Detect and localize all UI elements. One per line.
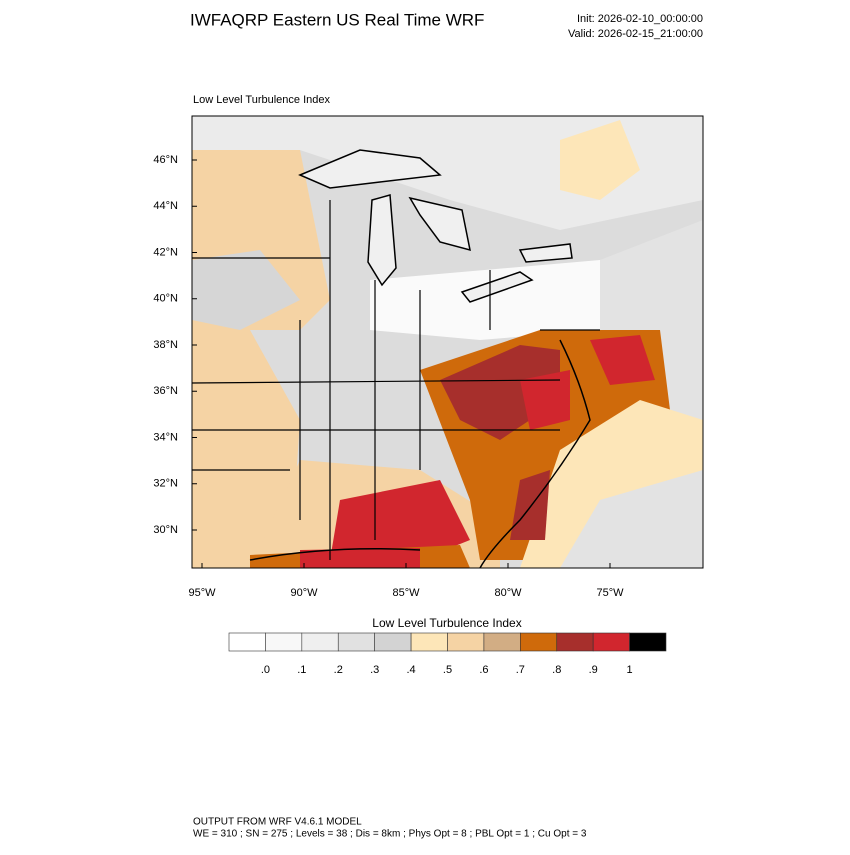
lat-label: 46°N: [153, 154, 178, 166]
lat-label: 38°N: [153, 339, 178, 351]
colorbar-label: .9: [589, 664, 598, 676]
footer-line: OUTPUT FROM WRF V4.6.1 MODEL: [193, 817, 362, 828]
lat-label: 42°N: [153, 246, 178, 258]
colorbar-label: .5: [443, 664, 452, 676]
lat-label: 36°N: [153, 385, 178, 397]
init-time: Init: 2026-02-10_00:00:00: [577, 13, 703, 25]
color-box: [228, 632, 266, 652]
lat-label: 32°N: [153, 478, 178, 490]
color-box: [265, 632, 303, 652]
color-box: [374, 632, 412, 652]
map-frame: [191, 115, 704, 569]
lon-label: 85°W: [392, 587, 420, 599]
color-box: [629, 632, 667, 652]
map: [192, 116, 703, 568]
color-box: [520, 632, 558, 652]
colorbar-label: .8: [552, 664, 561, 676]
lon-label: 90°W: [290, 587, 318, 599]
colorbar-label: .7: [516, 664, 525, 676]
colorbar: .0 .1 .2 .3 .4 .5 .6 .7 .8 .9 1: [228, 632, 667, 676]
color-box: [447, 632, 485, 652]
valid-time: Valid: 2026-02-15_21:00:00: [568, 28, 703, 40]
colorbar-title: Low Level Turbulence Index: [372, 616, 521, 630]
axis-ticks: 46°N 44°N 42°N 40°N 38°N 36°N 34°N 32°N 30°N 95°W…: [153, 154, 624, 599]
color-box: [592, 632, 630, 652]
colorbar-label: .0: [261, 664, 270, 676]
lat-label: 34°N: [153, 431, 178, 443]
color-box: [483, 632, 521, 652]
lat-label: 30°N: [153, 524, 178, 536]
lon-label: 75°W: [596, 587, 624, 599]
colorbar-label: .3: [370, 664, 379, 676]
colorbar-label: .1: [297, 664, 306, 676]
lon-label: 95°W: [188, 587, 216, 599]
color-box: [337, 632, 375, 652]
colorbar-label: .6: [479, 664, 488, 676]
lat-label: 44°N: [153, 200, 178, 212]
colorbar-label: .4: [406, 664, 415, 676]
colorbar-label: .2: [334, 664, 343, 676]
colorbar-label: 1: [627, 664, 633, 676]
color-box: [556, 632, 594, 652]
lat-label: 40°N: [153, 293, 178, 305]
color-box: [410, 632, 448, 652]
footer-line: WE = 310 ; SN = 275 ; Levels = 38 ; Dis …: [193, 829, 587, 840]
color-box: [301, 632, 339, 652]
lon-label: 80°W: [494, 587, 522, 599]
map-label: Low Level Turbulence Index: [193, 94, 330, 106]
title: IWFAQRP Eastern US Real Time WRF: [190, 10, 484, 29]
